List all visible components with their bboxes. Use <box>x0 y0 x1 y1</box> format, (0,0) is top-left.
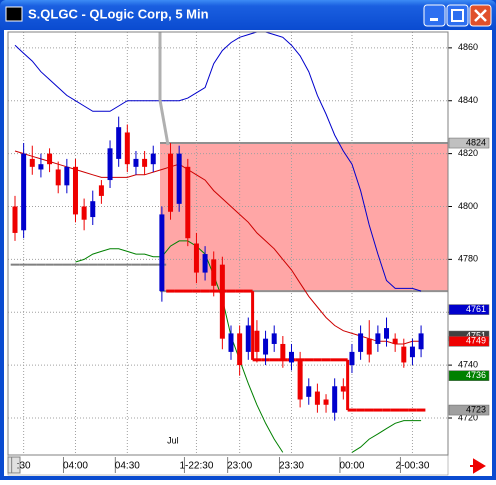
title-bar <box>0 0 496 30</box>
candle-body <box>349 351 355 366</box>
x-tick-label: 1-22:30 <box>179 461 213 472</box>
candle-body <box>366 338 372 355</box>
candle-body <box>107 148 113 181</box>
highlight-zone <box>160 143 448 292</box>
candle-body <box>332 386 338 413</box>
close-icon <box>474 9 487 22</box>
candle-body <box>29 158 35 167</box>
minimize-button[interactable] <box>423 4 446 27</box>
price-label: 4824 <box>466 137 486 147</box>
price-label-box <box>448 304 490 315</box>
x-tick-label: 2-00:30 <box>395 461 429 472</box>
candle-body <box>150 153 156 165</box>
price-label: 4736 <box>466 370 486 380</box>
candle-body <box>418 333 424 350</box>
price-label-box <box>448 370 490 381</box>
price-label: 4749 <box>466 336 486 346</box>
candle-body <box>72 166 78 215</box>
candle-body <box>245 325 251 352</box>
candle-body <box>185 166 191 239</box>
candle-body <box>47 153 53 165</box>
y-tick-label: 4720 <box>458 412 478 422</box>
candle-body <box>219 264 225 339</box>
window-title: S.QLGC - QLogic Corp, 5 Min <box>28 6 209 21</box>
y-tick-label: 4800 <box>458 201 478 211</box>
candle-body <box>176 153 182 204</box>
minimize-icon <box>430 18 438 21</box>
y-tick-label: 4840 <box>458 95 478 105</box>
candle-body <box>392 338 398 344</box>
candle-body <box>280 343 286 360</box>
x-tick-label: 23:00 <box>227 461 252 472</box>
y-tick-label: 4740 <box>458 359 478 369</box>
x-tick-label: 00:00 <box>339 461 364 472</box>
candle-body <box>237 333 243 366</box>
candle-body <box>358 333 364 352</box>
candle-body <box>124 132 130 165</box>
candle-body <box>116 127 122 159</box>
annotation: Jul <box>167 435 179 445</box>
candle-body <box>193 243 199 273</box>
candle-body <box>142 158 148 167</box>
scroll-right-arrow[interactable] <box>470 458 486 474</box>
session-divider <box>158 99 170 146</box>
x-tick-label: 04:30 <box>115 461 140 472</box>
candle-body <box>340 386 346 392</box>
maximize-button[interactable] <box>446 4 469 27</box>
candle-body <box>55 169 61 186</box>
candle-body <box>12 206 18 233</box>
candle-body <box>297 359 303 400</box>
candle-body <box>288 351 294 363</box>
price-label: 4761 <box>466 304 486 314</box>
candle-body <box>38 164 44 170</box>
price-label: 4751 <box>466 330 486 340</box>
candle-body <box>168 153 174 212</box>
candle-body <box>90 201 96 218</box>
x-tick-label: :30 <box>17 461 31 472</box>
maximize-icon <box>451 9 464 22</box>
price-label-box <box>448 137 490 149</box>
candle-body <box>384 328 390 339</box>
app-icon <box>5 6 23 22</box>
price-label-box <box>448 336 490 347</box>
candle-body <box>254 330 260 352</box>
candle-body <box>409 346 415 358</box>
candle-body <box>401 346 407 363</box>
band-line <box>14 31 422 292</box>
plot-frame <box>7 31 449 456</box>
candle-body <box>306 386 312 397</box>
candle-body <box>263 338 269 355</box>
price-label-box <box>448 404 490 416</box>
candle-body <box>159 214 165 292</box>
band-line <box>14 150 422 345</box>
candle-body <box>21 153 27 231</box>
candle-body <box>314 391 320 405</box>
candle-body <box>211 259 217 286</box>
y-tick-label: 4860 <box>458 42 478 52</box>
candle-body <box>271 333 277 344</box>
candle-body <box>323 399 329 405</box>
price-label: 4723 <box>466 404 486 414</box>
candle-body <box>228 333 234 352</box>
x-tick-label: 23:30 <box>279 461 304 472</box>
band-line <box>75 240 422 453</box>
candle-body <box>81 206 87 220</box>
y-tick-label: 4820 <box>458 148 478 158</box>
x-tick-label: 04:00 <box>63 461 88 472</box>
candle-body <box>202 254 208 273</box>
candle-body <box>98 185 104 196</box>
plot-area <box>8 31 448 455</box>
candle-body <box>375 333 381 344</box>
candle-body <box>64 166 70 186</box>
candle-body <box>133 158 139 167</box>
y-tick-label: 4780 <box>458 254 478 264</box>
scroll-box[interactable] <box>7 456 21 474</box>
